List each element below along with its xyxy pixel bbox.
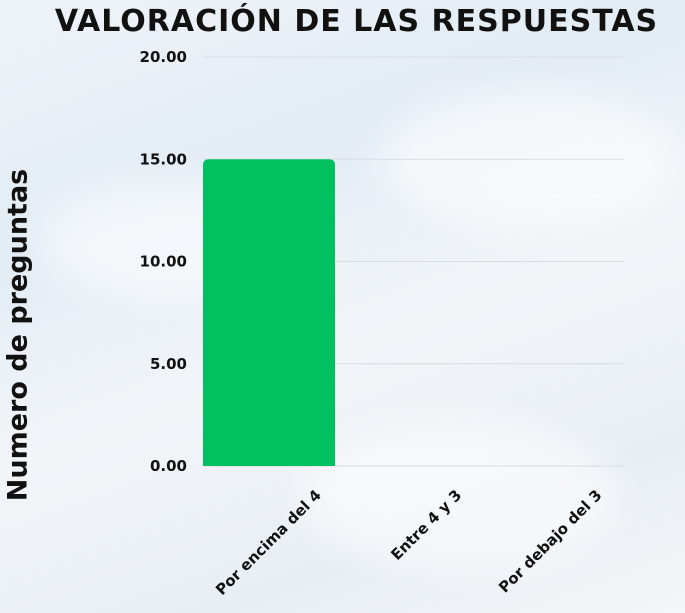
x-category-label: Entre 4 y 3 — [387, 486, 465, 564]
y-tick-label: 0.00 — [150, 457, 187, 475]
y-tick-label: 15.00 — [140, 150, 187, 168]
chart-title: VALORACIÓN DE LAS RESPUESTAS — [54, 4, 659, 39]
background-cloud — [380, 90, 680, 230]
bar — [203, 159, 335, 466]
y-tick-label: 5.00 — [150, 355, 187, 373]
y-tick-label: 10.00 — [140, 253, 187, 271]
x-category-label: Por encima del 4 — [212, 486, 325, 599]
x-category-label: Por debajo del 3 — [495, 486, 605, 596]
y-tick-label: 20.00 — [140, 48, 187, 66]
background-cloud — [300, 420, 620, 570]
